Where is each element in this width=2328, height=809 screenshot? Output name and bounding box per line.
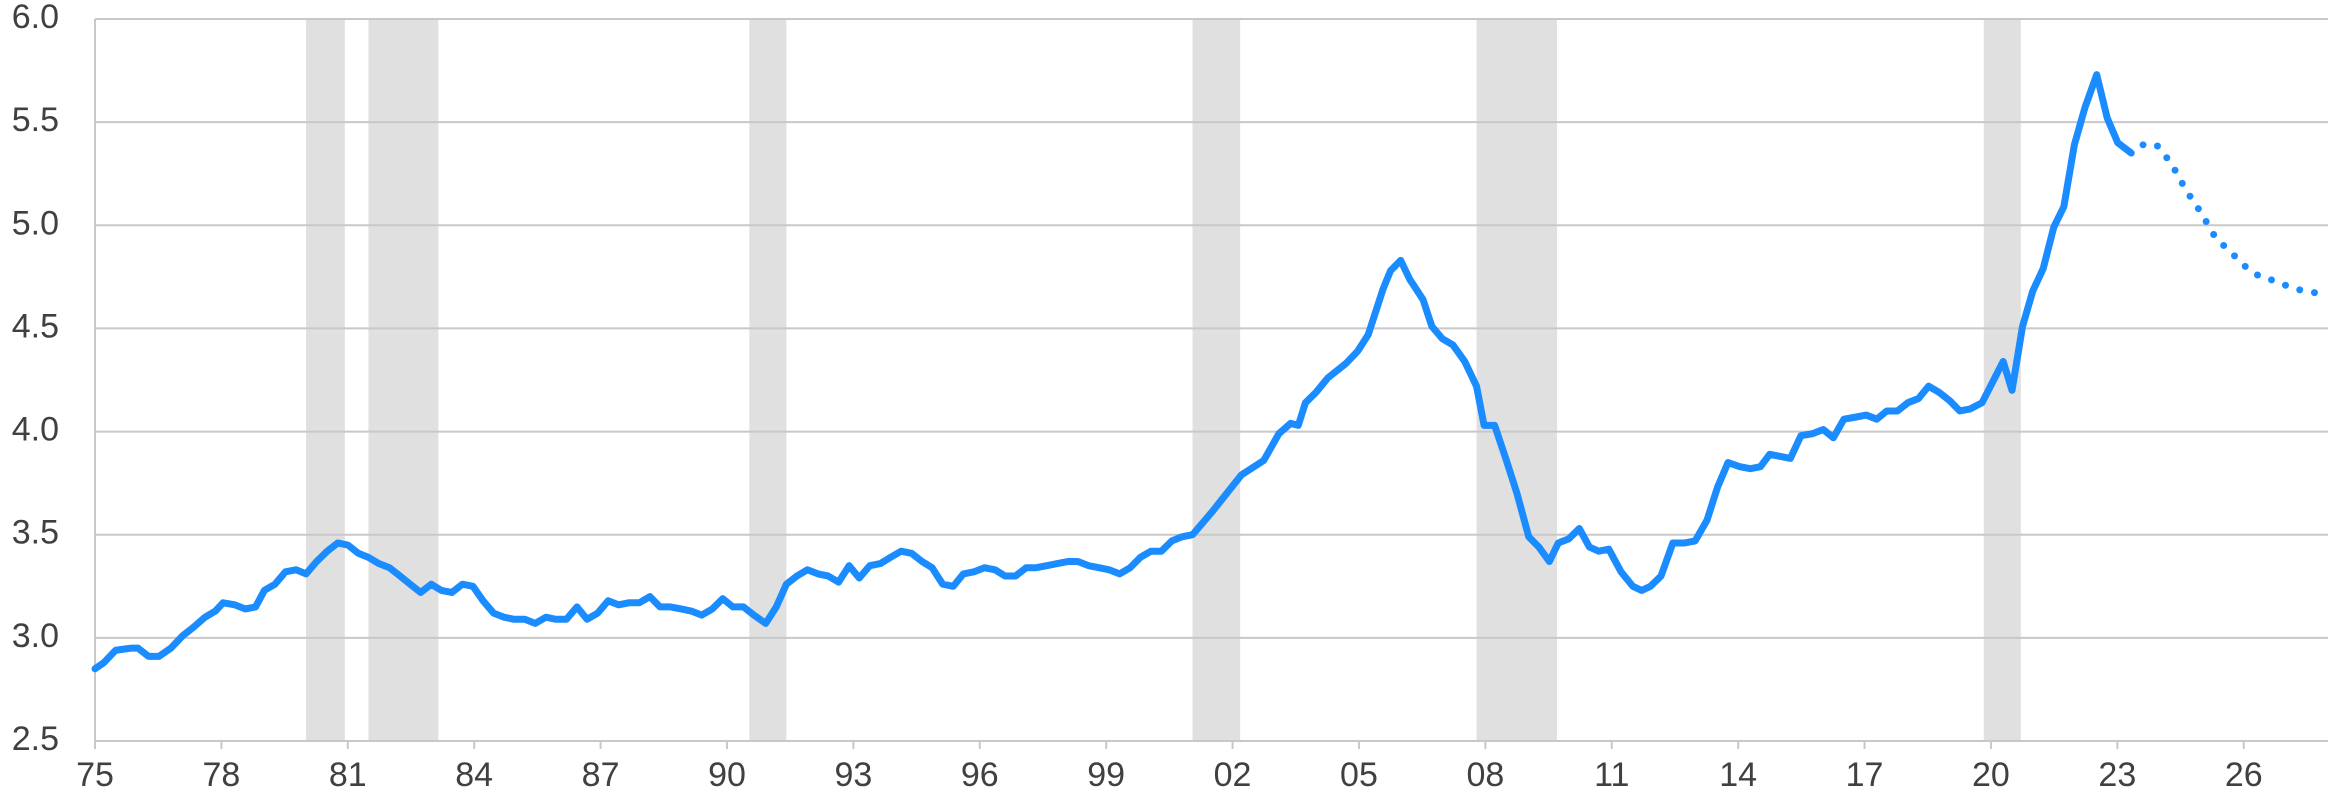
x-tick-label: 87 bbox=[582, 756, 620, 794]
y-tick-label: 4.0 bbox=[12, 411, 59, 449]
y-tick-label: 4.5 bbox=[12, 307, 59, 345]
x-tick-label: 05 bbox=[1340, 756, 1378, 794]
x-tick-label: 99 bbox=[1087, 756, 1125, 794]
recession-shade bbox=[749, 19, 787, 741]
x-tick-label: 26 bbox=[2225, 756, 2263, 794]
y-tick-label: 6.0 bbox=[12, 0, 59, 36]
x-tick-label: 11 bbox=[1594, 756, 1629, 794]
recession-shade bbox=[306, 19, 345, 741]
y-tick-label: 5.5 bbox=[12, 101, 59, 139]
x-tick-label: 02 bbox=[1214, 756, 1252, 794]
x-tick-label: 81 bbox=[329, 756, 367, 794]
y-tick-label: 3.0 bbox=[12, 617, 59, 655]
x-tick-label: 17 bbox=[1846, 756, 1884, 794]
x-tick-label: 90 bbox=[708, 756, 746, 794]
x-tick-label: 96 bbox=[961, 756, 999, 794]
y-tick-label: 5.0 bbox=[12, 204, 59, 242]
x-tick-label: 93 bbox=[834, 756, 872, 794]
x-tick-label: 14 bbox=[1719, 756, 1757, 794]
x-tick-label: 78 bbox=[202, 756, 240, 794]
x-tick-label: 20 bbox=[1972, 756, 2010, 794]
series-line bbox=[2139, 141, 2328, 299]
series-line bbox=[91, 71, 2135, 673]
recession-shade bbox=[1192, 19, 1241, 741]
recession-shade bbox=[1476, 19, 1557, 741]
x-tick-label: 08 bbox=[1466, 756, 1504, 794]
y-tick-label: 2.5 bbox=[12, 720, 59, 758]
recession-shade bbox=[368, 19, 439, 741]
x-tick-label: 75 bbox=[76, 756, 114, 794]
y-tick-label: 3.5 bbox=[12, 514, 59, 552]
x-tick-label: 23 bbox=[2098, 756, 2136, 794]
x-tick-label: 84 bbox=[455, 756, 493, 794]
